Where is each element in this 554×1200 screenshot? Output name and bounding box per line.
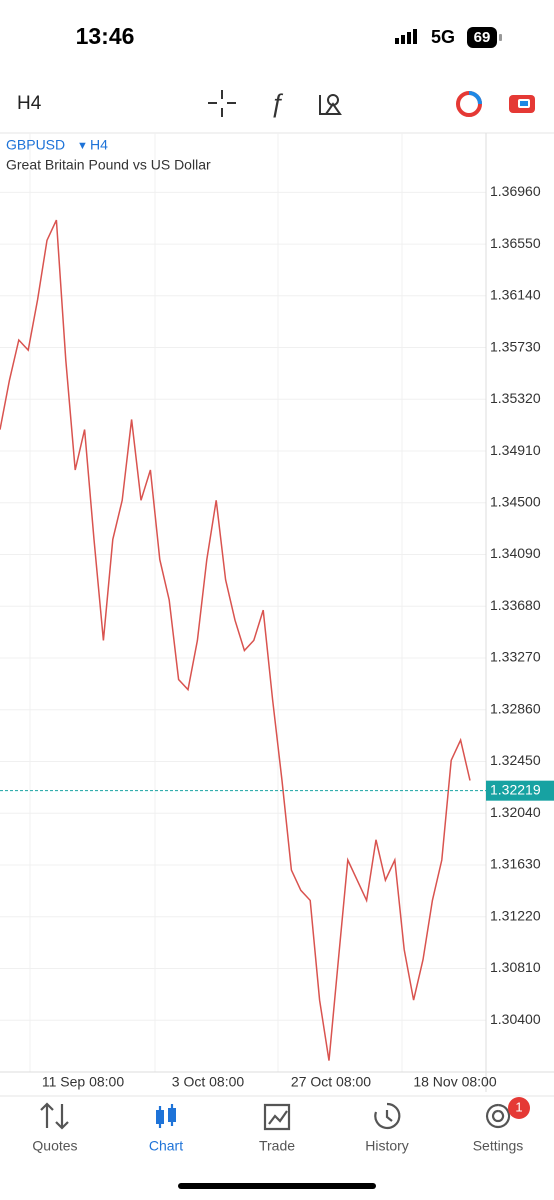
nav-icon[interactable] bbox=[374, 1102, 401, 1130]
y-tick-label: 1.35320 bbox=[490, 390, 541, 406]
nav-label[interactable]: History bbox=[365, 1138, 409, 1154]
current-price-label: 1.32219 bbox=[490, 781, 541, 797]
price-line bbox=[0, 219, 471, 1061]
y-tick-label: 1.30810 bbox=[490, 959, 541, 975]
symbol[interactable]: GBPUSD bbox=[6, 137, 65, 153]
y-tick-label: 1.32860 bbox=[490, 700, 541, 716]
chart-timeframe: H4 bbox=[90, 137, 108, 153]
y-tick-label: 1.35730 bbox=[490, 338, 541, 354]
y-tick-label: 1.34090 bbox=[490, 545, 541, 561]
symbol-description: Great Britain Pound vs US Dollar bbox=[6, 157, 211, 173]
account-button[interactable] bbox=[509, 95, 535, 113]
y-tick-label: 1.34500 bbox=[490, 493, 541, 509]
x-tick-label: 11 Sep 08:00 bbox=[42, 1074, 124, 1090]
nav-label[interactable]: Quotes bbox=[32, 1138, 77, 1154]
x-tick-label: 3 Oct 08:00 bbox=[172, 1074, 245, 1090]
nav-label[interactable]: Trade bbox=[259, 1138, 295, 1154]
home-indicator bbox=[178, 1183, 376, 1189]
objects-button[interactable] bbox=[319, 94, 342, 115]
current-price-box bbox=[486, 780, 554, 801]
battery-level: 69 bbox=[474, 29, 491, 46]
y-tick-label: 1.36140 bbox=[490, 287, 541, 303]
bottom-nav: Quotes Chart Trade History Settings 1 bbox=[32, 1097, 530, 1154]
y-tick-label: 1.31220 bbox=[490, 907, 541, 923]
nav-icon[interactable] bbox=[263, 1103, 291, 1131]
crosshair-button[interactable] bbox=[208, 90, 236, 117]
badge-count: 1 bbox=[515, 1099, 522, 1114]
y-tick-label: 1.32450 bbox=[490, 752, 541, 768]
trade-button[interactable] bbox=[456, 91, 482, 117]
toolbar-timeframe[interactable]: H4 bbox=[17, 93, 42, 114]
y-tick-label: 1.31630 bbox=[490, 856, 541, 872]
y-tick-label: 1.36550 bbox=[490, 235, 541, 251]
x-tick-label: 27 Oct 08:00 bbox=[291, 1074, 371, 1090]
signal-icon bbox=[395, 29, 417, 44]
x-tick-label: 18 Nov 08:00 bbox=[413, 1074, 496, 1090]
nav-icon[interactable] bbox=[485, 1103, 511, 1129]
nav-icon[interactable] bbox=[158, 1104, 174, 1128]
indicators-button[interactable]: ƒ bbox=[270, 88, 284, 118]
y-tick-label: 1.36960 bbox=[490, 183, 541, 199]
status-time: 13:46 bbox=[76, 23, 135, 49]
nav-icon[interactable] bbox=[40, 1102, 69, 1130]
y-tick-label: 1.33680 bbox=[490, 597, 541, 613]
nav-label[interactable]: Settings bbox=[473, 1138, 524, 1154]
badge bbox=[508, 1097, 530, 1119]
nav-label[interactable]: Chart bbox=[149, 1138, 183, 1154]
y-tick-label: 1.34910 bbox=[490, 442, 541, 458]
chart: 1.36960 1.36550 1.36140 1.35730 1.35320 1.349… bbox=[0, 133, 554, 1092]
y-tick-label: 1.33270 bbox=[490, 649, 541, 665]
y-tick-label: 1.32040 bbox=[490, 804, 541, 820]
symbol-dropdown[interactable]: ▼ bbox=[77, 140, 88, 152]
y-tick-label: 1.30400 bbox=[490, 1011, 541, 1027]
battery bbox=[467, 27, 497, 48]
status-network: 5G bbox=[431, 27, 455, 47]
battery-tip bbox=[499, 34, 502, 41]
